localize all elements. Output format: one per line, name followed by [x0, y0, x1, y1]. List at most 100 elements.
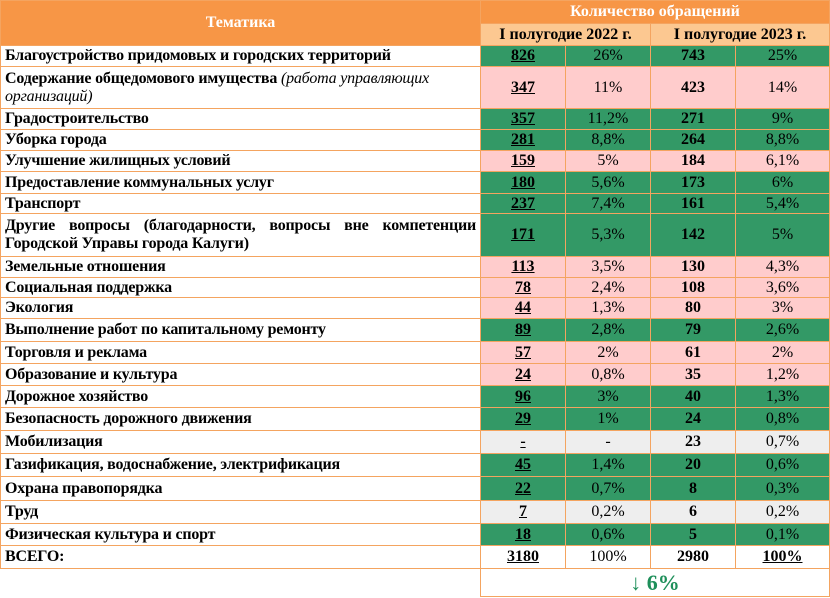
topic-text: Содержание общедомового имущества: [5, 69, 278, 87]
change-row: ↓ 6%: [0, 568, 830, 597]
table-row: Экология 44 1,3% 80 3%: [0, 297, 830, 319]
change-indicator: ↓ 6%: [479, 568, 830, 597]
topic-text: Предоставление коммунальных услуг: [5, 173, 274, 191]
header-topic: Тематика: [0, 0, 481, 46]
count-2023: 5: [650, 523, 736, 546]
table-row: Социальная поддержка 78 2,4% 108 3,6%: [0, 277, 830, 298]
row-topic: Физическая культура и спорт: [0, 523, 481, 546]
row-topic: Экология: [0, 297, 481, 319]
table-row: Охрана правопорядка 22 0,7% 8 0,3%: [0, 476, 830, 501]
count-2022: 113: [480, 256, 566, 278]
pct-2023: 9%: [734, 108, 830, 130]
count-2023: 173: [650, 171, 736, 194]
pct-2022: 2,8%: [565, 318, 651, 342]
pct-2023: 1,2%: [734, 363, 830, 386]
pct-2023: 6%: [734, 171, 830, 194]
pct-2022: 5,6%: [565, 171, 651, 194]
pct-2022: 11%: [565, 66, 651, 109]
pct-2022: 5%: [565, 150, 651, 172]
count-2022: 281: [480, 129, 566, 151]
pct-2022: 11,2%: [565, 108, 651, 130]
pct-2022: 2%: [565, 341, 651, 364]
row-topic: Транспорт: [0, 193, 481, 214]
count-2023: 743: [650, 45, 736, 67]
table-row: Труд 7 0,2% 6 0,2%: [0, 500, 830, 524]
pct-2022: -: [565, 430, 651, 454]
pct-2023: 0,3%: [734, 476, 830, 501]
table-row: Физическая культура и спорт 18 0,6% 5 0,1%: [0, 523, 830, 546]
topic-text: Земельные отношения: [5, 258, 166, 275]
pct-2023: 0,2%: [734, 500, 830, 524]
pct-2023: 0,1%: [734, 523, 830, 546]
header-count: Количество обращений: [479, 0, 830, 24]
pct-2023: 3,6%: [734, 277, 830, 298]
pct-2023: 14%: [734, 66, 830, 109]
table-row: Другие вопросы (благодарности, вопросы в…: [0, 213, 830, 257]
count-2023: 20: [650, 453, 736, 477]
count-2022: 57: [480, 341, 566, 364]
count-2022: 29: [480, 407, 566, 431]
count-2023: 142: [650, 213, 736, 257]
pct-2022: 3,5%: [565, 256, 651, 278]
pct-2022: 1,3%: [565, 297, 651, 319]
topic-text: Труд: [5, 503, 39, 520]
topic-text: Мобилизация: [5, 433, 103, 450]
count-2022: 89: [480, 318, 566, 342]
count-2023: 423: [650, 66, 736, 109]
table-row: Предоставление коммунальных услуг 180 5,6%…: [0, 171, 830, 194]
table-row: Содержание общедомового имущества (работ…: [0, 66, 830, 109]
topic-text: Другие вопросы (благодарности, вопросы в…: [5, 217, 476, 252]
count-2022: 44: [480, 297, 566, 319]
row-topic: Уборка города: [0, 129, 481, 151]
pct-2022: 0,8%: [565, 363, 651, 386]
topic-text: Улучшение жилищных условий: [5, 152, 231, 169]
total-row: ВСЕГО: 3180 100% 2980 100%: [0, 545, 830, 569]
table-row: Уборка города 281 8,8% 264 8,8%: [0, 129, 830, 151]
row-topic: Улучшение жилищных условий: [0, 150, 481, 172]
table-row: Транспорт 237 7,4% 161 5,4%: [0, 193, 830, 214]
row-topic: Другие вопросы (благодарности, вопросы в…: [0, 213, 481, 257]
count-2023: 79: [650, 318, 736, 342]
count-2022: 826: [480, 45, 566, 67]
pct-2023: 6,1%: [734, 150, 830, 172]
pct-2023: 5%: [734, 213, 830, 257]
pct-2022: 0,2%: [565, 500, 651, 524]
count-2023: 23: [650, 430, 736, 454]
row-topic: Благоустройство придомовых и городских т…: [0, 45, 481, 67]
table-body: Благоустройство придомовых и городских т…: [0, 45, 830, 546]
count-2022: 45: [480, 453, 566, 477]
count-2023: 271: [650, 108, 736, 130]
total-2023-pct: 100%: [734, 545, 830, 569]
pct-2022: 7,4%: [565, 193, 651, 214]
count-2022: 180: [480, 171, 566, 194]
pct-2022: 0,7%: [565, 476, 651, 501]
row-topic: Труд: [0, 500, 481, 524]
pct-2023: 2%: [734, 341, 830, 364]
topic-text: Социальная поддержка: [5, 278, 172, 296]
count-2022: 18: [480, 523, 566, 546]
count-2023: 108: [650, 277, 736, 298]
row-topic: Безопасность дорожного движения: [0, 407, 481, 431]
topic-text: Градостроительство: [5, 110, 149, 127]
count-2023: 35: [650, 363, 736, 386]
pct-2022: 26%: [565, 45, 651, 67]
pct-2022: 0,6%: [565, 523, 651, 546]
total-2022-pct: 100%: [565, 545, 651, 569]
pct-2023: 25%: [734, 45, 830, 67]
row-topic: Социальная поддержка: [0, 277, 481, 298]
count-2022: 347: [480, 66, 566, 109]
pct-2022: 5,3%: [565, 213, 651, 257]
row-topic: Образование и культура: [0, 363, 481, 386]
row-topic: Земельные отношения: [0, 256, 481, 278]
count-2023: 184: [650, 150, 736, 172]
pct-2023: 0,8%: [734, 407, 830, 431]
pct-2023: 0,7%: [734, 430, 830, 454]
pct-2022: 1%: [565, 407, 651, 431]
total-2022-count: 3180: [480, 545, 566, 569]
pct-2022: 8,8%: [565, 129, 651, 151]
row-topic: Охрана правопорядка: [0, 476, 481, 501]
header-2023: I полугодие 2023 г.: [649, 23, 830, 46]
count-2022: 159: [480, 150, 566, 172]
row-topic: Газификация, водоснабжение, электрификац…: [0, 453, 481, 477]
